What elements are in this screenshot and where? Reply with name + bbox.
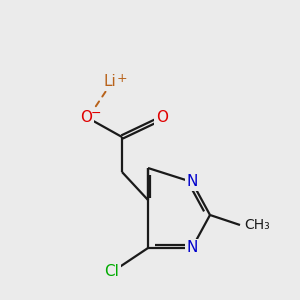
Text: −: − bbox=[91, 106, 101, 119]
Text: N: N bbox=[186, 241, 198, 256]
Text: +: + bbox=[117, 71, 127, 85]
Text: Cl: Cl bbox=[105, 265, 119, 280]
Text: O: O bbox=[156, 110, 168, 125]
Text: Li: Li bbox=[103, 74, 116, 89]
Text: CH₃: CH₃ bbox=[244, 218, 270, 232]
Text: N: N bbox=[186, 175, 198, 190]
Text: O: O bbox=[80, 110, 92, 125]
